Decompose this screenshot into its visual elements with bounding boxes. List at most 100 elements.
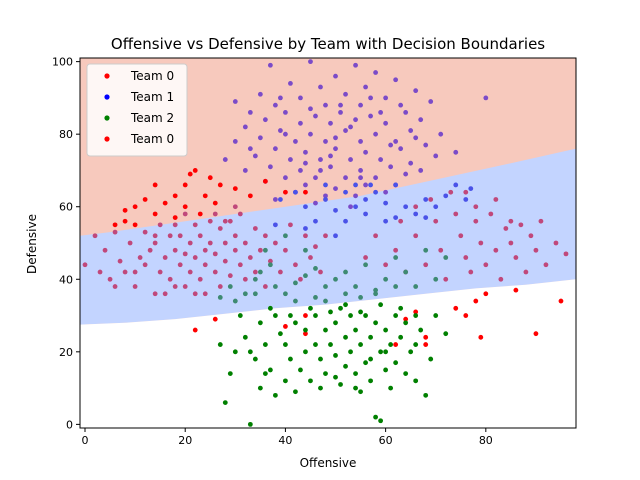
- point-team-0-overlap: [433, 218, 439, 224]
- point-team-1-overlap: [368, 182, 373, 188]
- point-team-1: [318, 168, 323, 173]
- point-team-0: [423, 334, 429, 340]
- point-team-0: [172, 193, 178, 199]
- point-team-0-overlap: [212, 211, 218, 217]
- point-team-1: [222, 157, 228, 162]
- x-tick-label: 0: [82, 434, 89, 447]
- point-team-2-overlap: [373, 291, 378, 297]
- point-team-2: [373, 320, 378, 326]
- point-team-1-overlap: [463, 197, 469, 202]
- point-team-0-overlap: [463, 189, 469, 195]
- point-team-1: [393, 77, 399, 83]
- point-team-1-overlap: [363, 211, 368, 217]
- point-team-0-overlap: [423, 262, 429, 268]
- point-team-2: [242, 334, 248, 340]
- legend-marker: [104, 94, 110, 100]
- point-team-2: [423, 392, 429, 398]
- point-team-1: [348, 204, 353, 210]
- point-team-0-overlap: [262, 284, 268, 289]
- point-team-0: [207, 175, 213, 181]
- x-tick-label: 40: [278, 434, 292, 447]
- point-team-0-overlap: [247, 255, 253, 260]
- point-team-2-overlap: [267, 262, 273, 268]
- point-team-1: [288, 80, 293, 86]
- point-team-0-overlap: [182, 211, 188, 217]
- point-team-0-overlap: [373, 233, 378, 239]
- y-tick-label: 20: [59, 346, 73, 359]
- point-team-2-overlap: [363, 262, 368, 268]
- point-team-1: [403, 110, 409, 115]
- point-team-0-overlap: [438, 247, 444, 253]
- point-team-1: [353, 117, 358, 123]
- point-team-0-overlap: [448, 189, 454, 195]
- point-team-1-overlap: [278, 197, 283, 202]
- scatter-points: [82, 59, 569, 427]
- point-team-2: [433, 313, 439, 318]
- point-team-0: [122, 207, 128, 213]
- point-team-1: [358, 175, 363, 181]
- point-team-0-overlap: [508, 218, 514, 224]
- point-team-0: [217, 182, 223, 188]
- point-team-0: [393, 342, 399, 347]
- point-team-0: [152, 211, 158, 217]
- point-team-2: [338, 382, 343, 387]
- point-team-1: [323, 139, 328, 144]
- point-team-2-overlap: [333, 276, 338, 282]
- point-team-2: [368, 356, 373, 362]
- point-team-0-overlap: [493, 247, 499, 253]
- point-team-0: [162, 200, 168, 206]
- point-team-2: [262, 342, 268, 347]
- point-team-1: [308, 59, 313, 65]
- point-team-2: [383, 367, 389, 373]
- point-team-2: [272, 313, 278, 318]
- point-team-0-overlap: [152, 240, 158, 246]
- point-team-1: [313, 200, 318, 206]
- point-team-1-overlap: [423, 215, 429, 221]
- point-team-1: [363, 182, 368, 188]
- point-team-0-overlap: [197, 233, 203, 239]
- point-team-1: [483, 95, 489, 101]
- point-team-1: [413, 135, 419, 141]
- point-team-2: [383, 349, 389, 355]
- point-team-0-overlap: [172, 222, 178, 228]
- point-team-1: [433, 153, 439, 159]
- point-team-2-overlap: [373, 287, 378, 293]
- point-team-1-overlap: [323, 182, 328, 188]
- point-team-2: [368, 334, 373, 340]
- point-team-2-overlap: [343, 291, 348, 297]
- point-team-0-overlap: [222, 240, 228, 246]
- point-team-0-overlap: [222, 218, 228, 224]
- point-team-2: [303, 349, 308, 355]
- point-team-0: [192, 168, 198, 173]
- point-team-0-overlap: [97, 269, 103, 275]
- decision-regions: [80, 58, 576, 428]
- point-team-1: [267, 62, 273, 68]
- point-team-0-overlap: [157, 269, 163, 275]
- point-team-2-overlap: [393, 255, 399, 260]
- point-team-2-overlap: [443, 255, 449, 260]
- point-team-0-overlap: [222, 258, 228, 264]
- point-team-1-overlap: [453, 182, 459, 188]
- point-team-1: [323, 102, 328, 108]
- point-team-1: [247, 146, 253, 152]
- point-team-2-overlap: [433, 276, 439, 282]
- point-team-0-overlap: [227, 273, 233, 279]
- point-team-0-overlap: [227, 218, 233, 224]
- point-team-0-overlap: [288, 222, 293, 228]
- point-team-1: [368, 95, 373, 101]
- point-team-1-overlap: [303, 204, 308, 210]
- point-team-2: [363, 360, 368, 366]
- point-team-0-overlap: [147, 247, 153, 253]
- x-axis-ticks: 0 20 40 60 80: [82, 428, 493, 447]
- point-team-1: [272, 146, 278, 152]
- y-axis-ticks: 0 20 40 60 80 100: [52, 56, 80, 431]
- point-team-0-overlap: [127, 240, 133, 246]
- point-team-0-overlap: [232, 247, 238, 253]
- point-team-1: [298, 168, 303, 173]
- point-team-0: [303, 313, 308, 318]
- point-team-0-overlap: [152, 233, 158, 239]
- legend-marker: [104, 136, 110, 142]
- y-tick-label: 60: [59, 201, 73, 214]
- point-team-0-overlap: [493, 197, 499, 202]
- point-team-1: [383, 120, 389, 126]
